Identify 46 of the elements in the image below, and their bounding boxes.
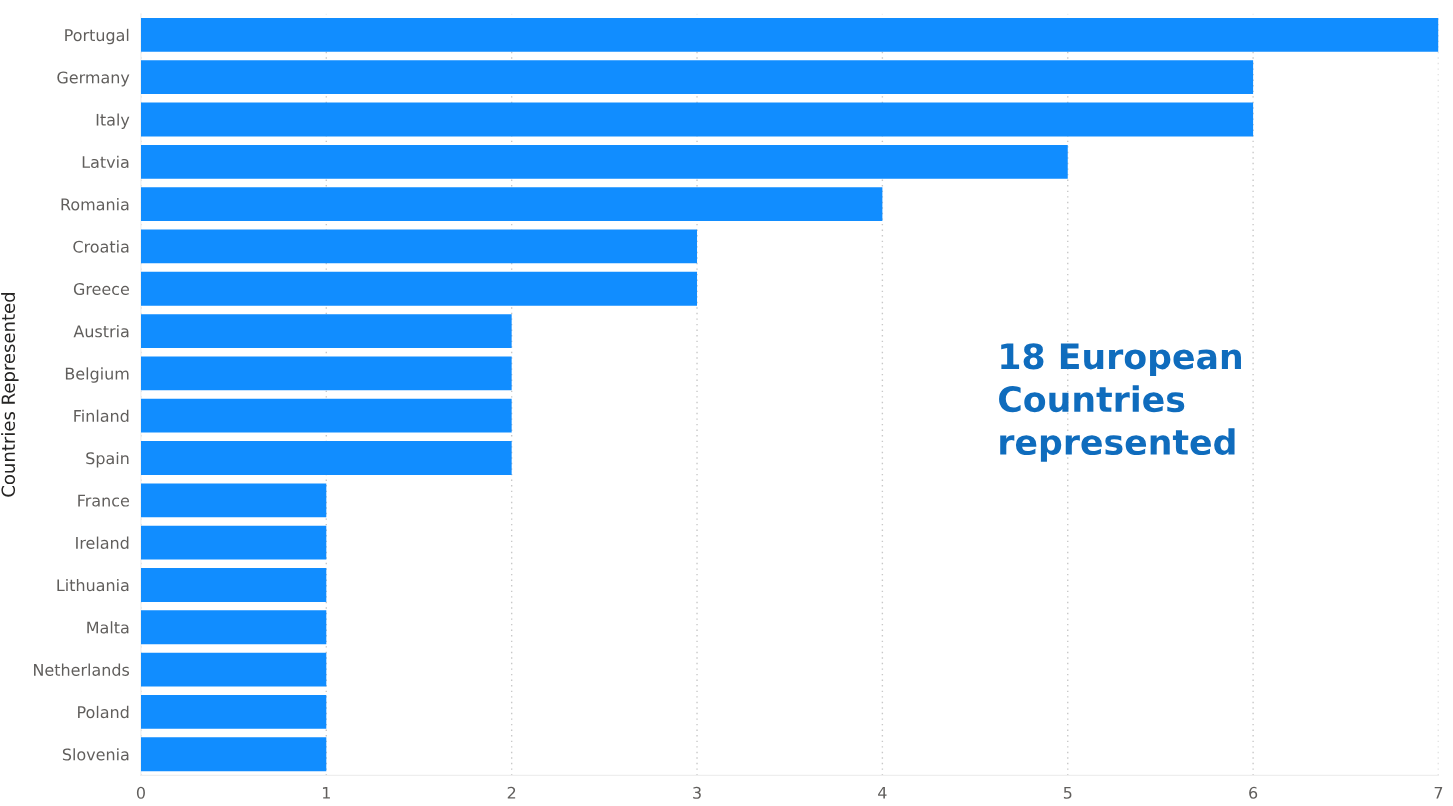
bar bbox=[140, 229, 698, 264]
bar bbox=[140, 17, 1439, 52]
y-tick-label: Croatia bbox=[73, 240, 129, 253]
y-tick-label: Italy bbox=[96, 113, 130, 129]
bar bbox=[140, 398, 512, 433]
x-tick-label: 3 bbox=[693, 786, 701, 799]
y-tick-label: Slovenia bbox=[62, 748, 129, 761]
bar bbox=[140, 441, 512, 475]
y-tick-label: Ireland bbox=[76, 536, 129, 549]
y-tick-label: Portugal bbox=[65, 28, 129, 45]
bar bbox=[140, 102, 1254, 137]
y-tick-label: Finland bbox=[74, 409, 129, 422]
y-tick-label: Spain bbox=[86, 451, 129, 468]
bar bbox=[140, 610, 327, 645]
bar bbox=[140, 314, 512, 348]
bar bbox=[140, 737, 327, 772]
bar bbox=[140, 483, 327, 518]
x-tick-label: 6 bbox=[1249, 786, 1258, 799]
bar bbox=[140, 187, 883, 222]
y-tick-label: Belgium bbox=[65, 367, 129, 383]
bar bbox=[140, 568, 327, 602]
y-tick-label: Austria bbox=[73, 325, 129, 338]
bar bbox=[140, 60, 1254, 95]
x-tick-label: 4 bbox=[878, 786, 887, 799]
y-axis-title: Countries Represented bbox=[1, 293, 19, 497]
x-tick-label: 0 bbox=[136, 786, 145, 799]
bar bbox=[140, 271, 698, 306]
x-tick-label: 2 bbox=[507, 786, 516, 799]
x-tick-label: 1 bbox=[322, 786, 330, 799]
y-tick-label: Poland bbox=[78, 705, 129, 719]
y-tick-label: Germany bbox=[57, 71, 130, 87]
annotation: 18 European Countries represented bbox=[999, 343, 1241, 462]
y-tick-label: Malta bbox=[87, 621, 129, 634]
bar bbox=[140, 144, 1068, 179]
y-tick-label: Latvia bbox=[82, 155, 129, 169]
bar bbox=[140, 356, 512, 391]
y-tick-label: Lithuania bbox=[57, 578, 129, 592]
bar bbox=[140, 525, 327, 560]
x-tick-label: 5 bbox=[1063, 786, 1072, 799]
y-tick-label: Netherlands bbox=[34, 663, 130, 676]
y-tick-label: France bbox=[78, 494, 129, 507]
y-tick-label: Greece bbox=[73, 282, 129, 296]
x-tick-label: 7 bbox=[1434, 786, 1443, 799]
bar bbox=[140, 652, 327, 687]
bar bbox=[140, 694, 327, 729]
y-tick-label: Romania bbox=[61, 198, 129, 211]
